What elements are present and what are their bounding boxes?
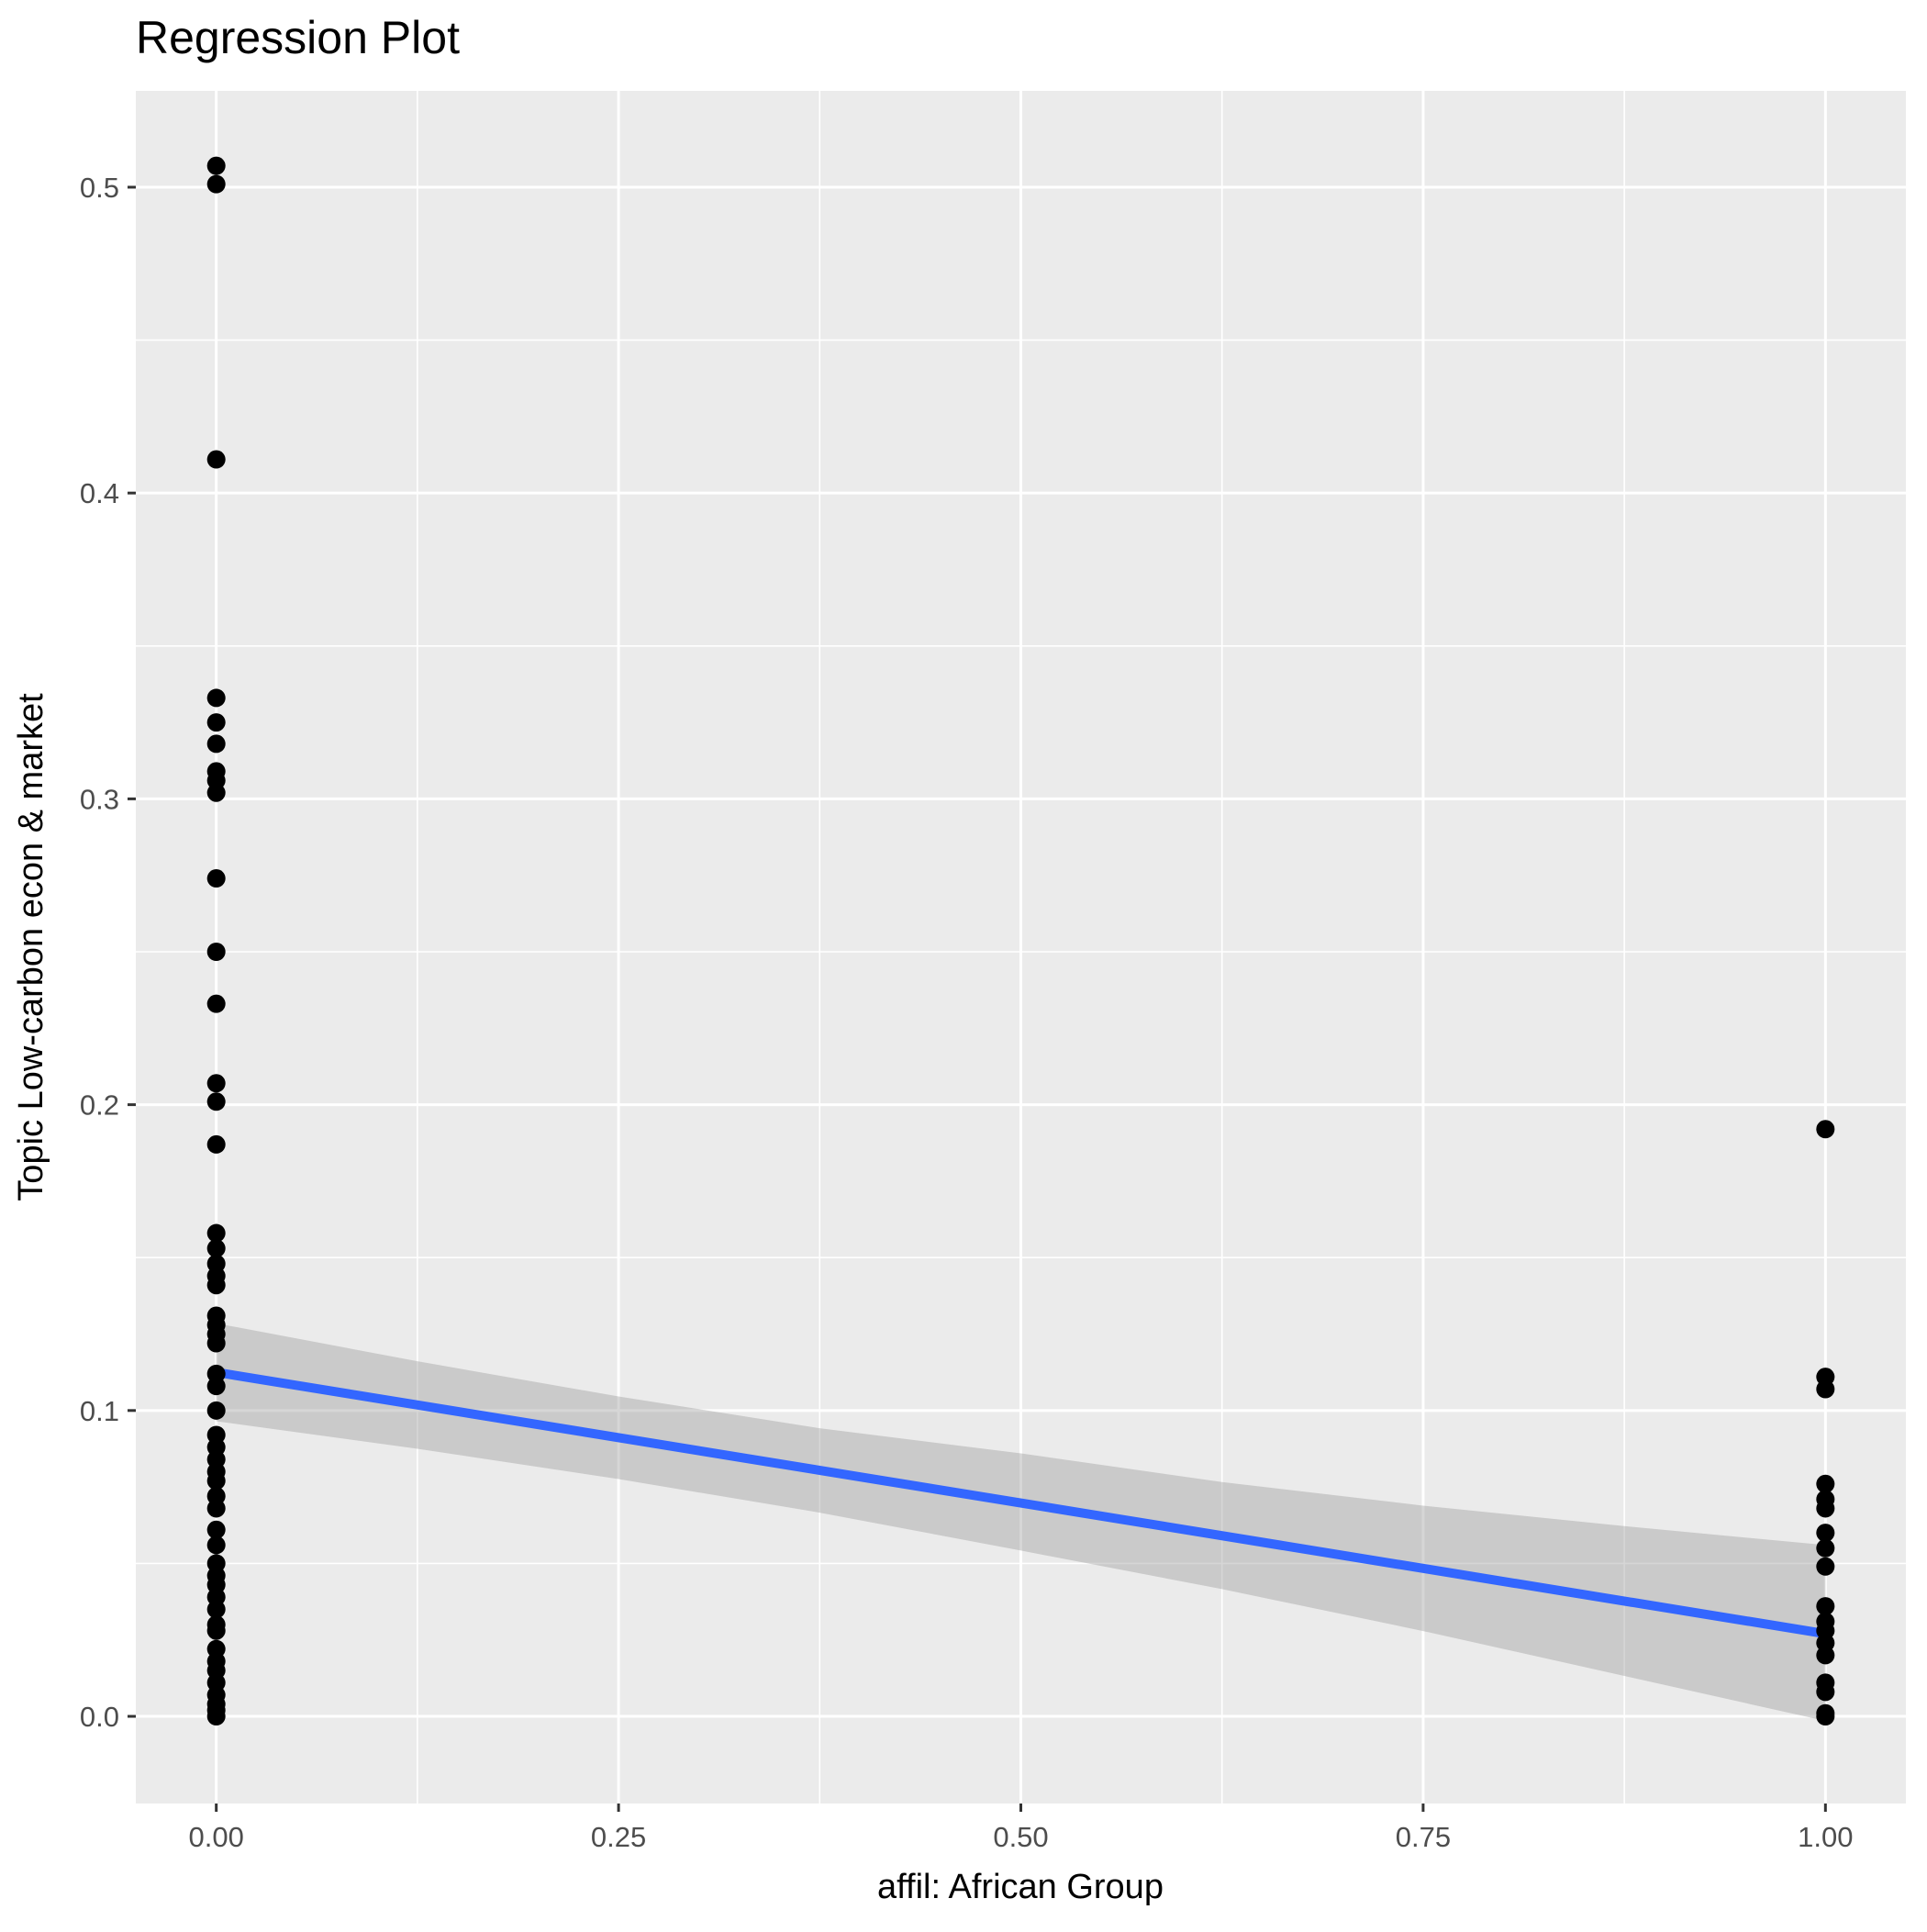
data-point — [206, 1223, 226, 1243]
data-point — [1816, 1499, 1835, 1518]
plot-title: Regression Plot — [136, 12, 460, 63]
data-point — [206, 1092, 226, 1111]
x-tick-label: 0.75 — [1396, 1821, 1451, 1853]
data-point — [206, 994, 226, 1013]
data-point — [206, 450, 226, 469]
data-point — [206, 1401, 226, 1420]
data-point — [206, 1239, 226, 1258]
data-point — [206, 1499, 226, 1518]
axis-ticks — [128, 185, 1827, 1812]
data-point — [206, 1334, 226, 1353]
data-point — [206, 1621, 226, 1640]
data-point — [1816, 1707, 1835, 1726]
data-point — [206, 734, 226, 754]
data-point — [1816, 1646, 1835, 1665]
data-point — [206, 688, 226, 708]
y-tick-label: 0.3 — [80, 783, 119, 815]
data-point — [206, 1520, 226, 1539]
regression-line-segment — [215, 1368, 1827, 1639]
data-points — [206, 156, 1835, 1726]
data-point — [206, 156, 226, 175]
data-point — [1816, 1474, 1835, 1493]
data-point — [206, 1536, 226, 1555]
data-point — [206, 1600, 226, 1619]
y-tick-label: 0.5 — [80, 172, 119, 204]
x-tick-label: 0.00 — [189, 1821, 244, 1853]
data-point — [1816, 1682, 1835, 1702]
data-point — [206, 1471, 226, 1491]
x-tick-label: 0.50 — [993, 1821, 1048, 1853]
data-point — [1816, 1538, 1835, 1558]
x-tick-label: 1.00 — [1798, 1821, 1853, 1853]
data-point — [1816, 1524, 1835, 1543]
data-point — [1816, 1379, 1835, 1399]
data-point — [206, 1377, 226, 1396]
confidence-band — [216, 1323, 1826, 1722]
data-point — [1816, 1120, 1835, 1139]
data-point — [206, 174, 226, 194]
y-axis-title: Topic Low-carbon econ & market — [12, 693, 50, 1201]
y-tick-label: 0.1 — [80, 1395, 119, 1427]
data-point — [206, 1276, 226, 1295]
confidence-band-area — [216, 1323, 1826, 1722]
data-point — [1816, 1557, 1835, 1576]
data-point — [206, 1134, 226, 1154]
data-point — [206, 869, 226, 888]
regression-line — [215, 1368, 1827, 1639]
data-point — [206, 713, 226, 732]
data-point — [1816, 1597, 1835, 1616]
x-tick-label: 0.25 — [591, 1821, 646, 1853]
y-tick-label: 0.0 — [80, 1701, 119, 1733]
x-axis-title: affil: African Group — [877, 1868, 1164, 1906]
axis-tick-labels: 0.00 0.25 0.50 0.75 1.00 0.0 0.1 0.2 0.3 0.4 0.5 — [80, 172, 1854, 1853]
y-tick-label: 0.4 — [80, 477, 119, 509]
data-point — [206, 783, 226, 802]
y-tick-label: 0.2 — [80, 1089, 119, 1122]
data-point — [206, 1707, 226, 1726]
data-point — [206, 942, 226, 961]
data-point — [206, 1074, 226, 1093]
